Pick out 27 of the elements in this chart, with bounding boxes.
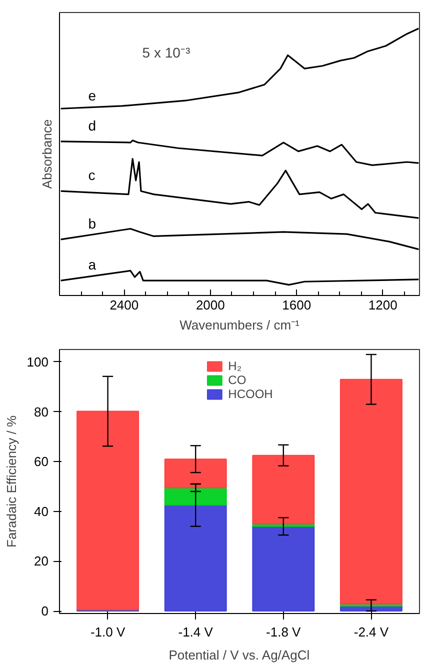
annotation: 5 x 10⁻³: [142, 44, 190, 61]
series-label: a: [88, 256, 96, 273]
series-label: b: [88, 215, 96, 232]
y-tick-label: 0: [41, 604, 49, 619]
x-axis-title: Wavenumbers / cm⁻¹: [180, 318, 300, 332]
x-tick-label: -1.4 V: [178, 624, 214, 640]
x-tick-label: -2.4 V: [354, 624, 389, 640]
legend-label: HCOOH: [228, 387, 273, 401]
x-tick-label: 2000: [196, 298, 225, 312]
x-tick-label: 2400: [110, 298, 139, 312]
y-tick-label: 40: [34, 504, 49, 519]
x-tick-label: -1.8 V: [266, 624, 302, 640]
x-tick-label: 1600: [282, 298, 312, 312]
series-label: d: [88, 117, 96, 134]
x-tick-label: -1.0 V: [90, 624, 126, 640]
y-tick-label: 20: [34, 554, 49, 569]
x-tick-label: 1200: [368, 298, 398, 312]
y-axis-title: Absorbance: [40, 119, 54, 189]
y-tick-label: 80: [34, 404, 49, 420]
legend-label: CO: [228, 373, 248, 387]
y-tick-label: 100: [26, 354, 49, 370]
legend-label: H₂: [228, 359, 242, 373]
x-axis-title: Potential / V vs. Ag/AgCl: [168, 648, 310, 662]
series-label: c: [88, 167, 96, 184]
y-tick-label: 60: [34, 454, 49, 470]
series-label: e: [88, 88, 96, 104]
y-axis-title: Faradaic Efficiency / %: [4, 415, 19, 548]
